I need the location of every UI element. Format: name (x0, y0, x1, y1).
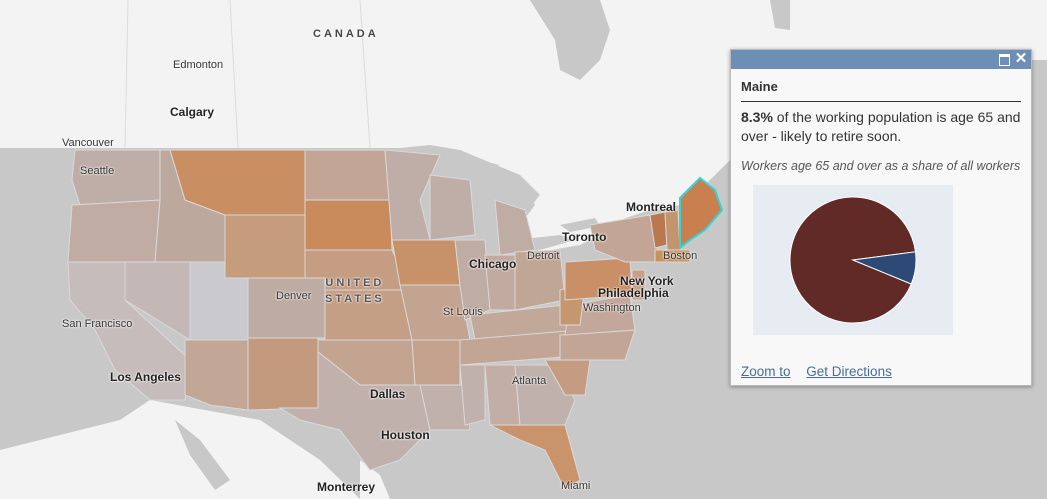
state-north-dakota (304, 149, 391, 201)
label-detroit: Detroit (527, 250, 560, 262)
label-san-francisco: San Francisco (62, 318, 133, 330)
info-popup: ✕ Maine 8.3% of the working population i… (730, 49, 1032, 386)
popup-actions: Zoom to Get Directions (741, 364, 904, 379)
label-miami: Miami (561, 480, 591, 492)
label-united-states: UNITED STATES (325, 275, 385, 307)
state-mass (654, 249, 691, 263)
popup-description: 8.3% of the working population is age 65… (741, 108, 1021, 146)
state-florida (489, 424, 581, 491)
label-toronto: Toronto (562, 230, 607, 244)
label-chicago: Chicago (469, 257, 517, 271)
state-alabama (484, 364, 521, 426)
maximize-icon[interactable] (997, 52, 1011, 66)
state-maine-selected (679, 176, 724, 251)
label-dallas: Dallas (370, 387, 406, 401)
state-new-mexico (247, 337, 319, 411)
pie-slice-age-65-plus[interactable] (851, 251, 917, 285)
label-states: STATES (325, 293, 385, 305)
close-icon[interactable]: ✕ (1014, 50, 1028, 67)
state-new-york (589, 214, 661, 263)
label-atlanta: Atlanta (512, 375, 547, 387)
mexico-land (0, 400, 360, 499)
state-texas (278, 350, 431, 471)
state-iowa (391, 239, 461, 286)
state-louisiana (419, 384, 471, 431)
label-monterrey: Monterrey (317, 480, 376, 494)
get-directions-link[interactable]: Get Directions (806, 364, 892, 379)
state-wyoming (224, 214, 306, 279)
label-seattle: Seattle (80, 165, 115, 177)
popup-body: Maine 8.3% of the working population is … (731, 69, 1031, 335)
us-states (67, 149, 724, 491)
label-washington: Washington (583, 302, 641, 314)
label-calgary: Calgary (170, 105, 215, 119)
state-mississippi (459, 364, 486, 426)
state-nj (631, 269, 646, 301)
state-south-dakota (304, 199, 393, 251)
state-colorado (247, 277, 326, 339)
pie-chart-svg (789, 196, 917, 324)
popup-description-text: of the working population is age 65 and … (741, 109, 1021, 144)
state-arkansas (411, 339, 461, 386)
popup-titlebar: ✕ (731, 50, 1031, 69)
state-arizona (184, 339, 249, 411)
state-wisconsin (429, 174, 476, 241)
popup-highlight-value: 8.3% (741, 109, 773, 125)
label-edmonton: Edmonton (173, 59, 224, 71)
chart-caption: Workers age 65 and over as a share of al… (741, 159, 1021, 173)
label-united: UNITED (325, 277, 385, 289)
state-new-hampshire (664, 209, 681, 251)
label-philadelphia: Philadelphia (598, 286, 669, 300)
state-michigan (494, 199, 536, 256)
label-st-louis: St Louis (443, 306, 483, 318)
label-canada: CANADA (313, 28, 379, 40)
label-montreal: Montreal (626, 200, 677, 214)
state-washington (71, 149, 161, 206)
state-oregon (67, 199, 161, 263)
label-boston: Boston (663, 250, 698, 262)
zoom-to-link[interactable]: Zoom to (741, 364, 791, 379)
label-los-angeles: Los Angeles (110, 370, 181, 384)
label-vancouver: Vancouver (62, 137, 114, 149)
label-new-york: New York (620, 274, 674, 288)
label-houston: Houston (381, 428, 430, 442)
popup-title: Maine (741, 79, 1021, 102)
pie-chart (753, 185, 953, 335)
label-denver: Denver (276, 290, 312, 302)
state-minnesota (384, 149, 441, 241)
